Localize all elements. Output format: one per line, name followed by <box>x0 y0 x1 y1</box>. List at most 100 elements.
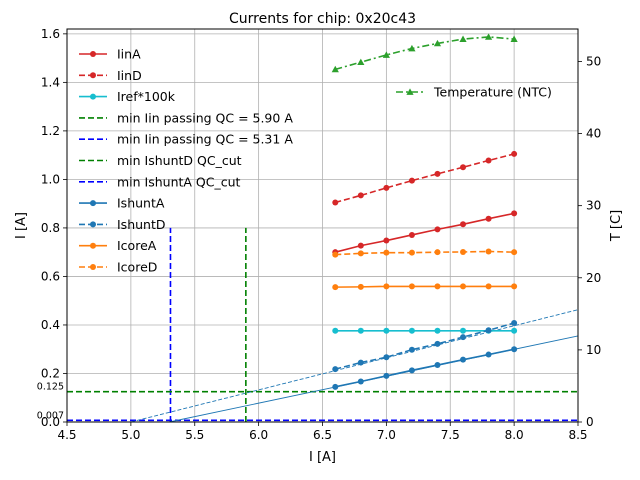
series-icorea-point <box>485 283 492 290</box>
series-icored-point <box>460 248 467 255</box>
legend-icored-label: IcoreD <box>117 260 157 275</box>
y-tick-label: 1.4 <box>41 75 60 89</box>
series-iref-100k-point <box>357 327 364 334</box>
series-iref-100k-point <box>460 327 467 334</box>
legend-icored-marker <box>90 264 96 270</box>
series-iina-point <box>511 210 518 217</box>
y2-axis-ticks: 0 10 20 30 40 50 <box>578 54 601 429</box>
fit-line-ishuntd-fit <box>130 309 579 423</box>
y-axis-label: I [A] <box>14 212 29 239</box>
series-iina-point <box>434 226 441 233</box>
legend-right: Temperature (NTC) <box>396 85 552 100</box>
y2-tick-label: 30 <box>586 199 601 213</box>
reference-lines <box>67 227 578 422</box>
grid <box>66 29 579 423</box>
series-temperature-ntc-point <box>484 33 493 40</box>
series-iind-point <box>357 192 364 199</box>
legend-iind-marker <box>90 72 96 79</box>
series-group <box>331 33 518 390</box>
series-ishunta-point <box>485 351 492 358</box>
series-iind-point <box>408 177 415 184</box>
series-temperature-ntc-point <box>331 65 339 73</box>
extra-y-label: 0.125 <box>37 382 64 393</box>
series-ishuntd-line <box>335 322 515 370</box>
extra-y-label: 0.007 <box>37 410 64 421</box>
legend-icorea-marker <box>90 242 96 249</box>
series-icored-point <box>511 249 518 256</box>
series-ishunta-point <box>434 361 441 368</box>
series-iina-point <box>383 237 390 244</box>
series-temperature-ntc-line <box>335 36 515 71</box>
series-iind-point <box>434 170 441 177</box>
legend-temperature-ntc-label: Temperature (NTC) <box>433 85 552 100</box>
series-iina-point <box>357 242 364 249</box>
legend-ishunta-marker <box>90 200 96 207</box>
legend-min-ishunta-qc-cut-label: min IshuntA QC_cut <box>117 174 241 189</box>
series-ishunta-point <box>332 383 339 390</box>
series-icorea-point <box>332 284 339 291</box>
series-iref-100k-point <box>434 327 441 334</box>
series-icored-point <box>408 249 415 256</box>
legend-min-ishuntd-qc-cut-label: min IshuntD QC_cut <box>117 153 242 168</box>
series-icored-point <box>357 250 364 257</box>
y-tick-label: 0.4 <box>41 318 60 332</box>
series-iina-line <box>335 212 515 253</box>
series-ishuntd-point <box>460 334 467 341</box>
legend-ishuntd-label: IshuntD <box>117 217 166 232</box>
series-ishunta-point <box>383 372 390 379</box>
series-ishuntd-point <box>434 340 441 347</box>
series-temperature-ntc-point <box>382 51 390 58</box>
series-iind-point <box>383 184 390 191</box>
series-ishuntd-point <box>408 346 415 353</box>
series-iina-point <box>408 231 415 238</box>
legend-min-iin-passing-qc-5-90-a-label: min Iin passing QC = 5.90 A <box>117 110 293 125</box>
extra-y-labels: 0.125 0.007 <box>37 382 64 422</box>
series-temperature-ntc-point <box>459 35 467 42</box>
legend-iref-100k-marker <box>90 93 96 100</box>
legend-iina-marker <box>90 51 96 57</box>
series-iind-point <box>511 150 518 157</box>
series-iref-100k-point <box>511 327 518 334</box>
series-icorea-point <box>357 283 364 290</box>
legend-iind-label: IinD <box>117 68 142 83</box>
y2-tick-label: 0 <box>586 415 594 429</box>
series-ishunta-point <box>511 346 518 353</box>
legend-ishuntd-marker <box>90 221 96 228</box>
y-tick-label: 0.8 <box>41 221 60 235</box>
fit-lines <box>130 309 579 423</box>
y-tick-label: 0.2 <box>41 366 60 380</box>
y2-tick-label: 50 <box>586 54 601 68</box>
x-tick-label: 7.0 <box>377 428 396 442</box>
y2-tick-label: 40 <box>586 127 601 141</box>
series-icored-point <box>332 251 339 258</box>
series-icorea-line <box>335 285 515 288</box>
series-iind-point <box>460 164 467 171</box>
chart-title: Currents for chip: 0x20c43 <box>229 11 416 27</box>
series-icorea-point <box>408 283 415 290</box>
x-tick-label: 8.0 <box>505 428 524 442</box>
series-icored-line <box>335 250 515 256</box>
series-temperature-ntc-point <box>510 35 518 42</box>
y-tick-label: 0.6 <box>41 269 60 283</box>
x-tick-label: 8.5 <box>568 428 587 442</box>
x-tick-label: 4.5 <box>57 428 76 442</box>
series-icored-point <box>485 248 492 255</box>
series-iref-100k-point <box>408 327 415 334</box>
series-iref-100k-point <box>383 327 390 334</box>
x-tick-label: 5.0 <box>121 428 140 442</box>
series-ishuntd-point <box>332 366 339 373</box>
y2-axis-label: T [C] <box>609 210 624 242</box>
series-ishunta-point <box>408 367 415 374</box>
legend-ishunta-label: IshuntA <box>117 196 165 211</box>
series-icored-point <box>383 249 390 256</box>
x-tick-label: 6.5 <box>313 428 332 442</box>
y2-tick-label: 10 <box>586 343 601 357</box>
y2-tick-label: 20 <box>586 271 601 285</box>
x-tick-label: 5.5 <box>185 428 204 442</box>
series-icorea-point <box>383 283 390 290</box>
series-ishuntd-point <box>383 354 390 361</box>
legend-left: IinA IinD Iref*100k min Iin passing QC = 5.… <box>79 47 293 275</box>
series-iina-point <box>485 215 492 222</box>
legend-min-iin-passing-qc-5-31-a-label: min Iin passing QC = 5.31 A <box>117 132 293 147</box>
